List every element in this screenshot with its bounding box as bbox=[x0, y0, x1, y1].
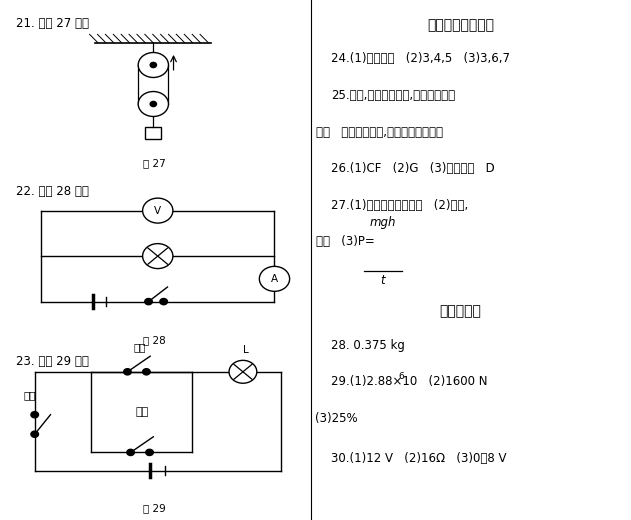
Text: 父亲: 父亲 bbox=[134, 342, 146, 352]
Text: 6: 6 bbox=[399, 372, 404, 381]
Text: 五、解答题: 五、解答题 bbox=[440, 304, 481, 318]
Circle shape bbox=[146, 449, 153, 456]
Circle shape bbox=[138, 92, 168, 116]
Text: 小明: 小明 bbox=[23, 390, 36, 400]
Circle shape bbox=[138, 53, 168, 77]
Circle shape bbox=[259, 266, 290, 291]
Circle shape bbox=[124, 369, 131, 375]
Text: 24.(1)下落高度   (2)3,4,5   (3)3,6,7: 24.(1)下落高度 (2)3,4,5 (3)3,6,7 bbox=[331, 52, 510, 65]
Text: mgh: mgh bbox=[370, 216, 396, 229]
Text: 22. 如图 28 所示: 22. 如图 28 所示 bbox=[16, 185, 88, 198]
Text: 25.图略,当电阻一定时,电流与电压成: 25.图略,当电阻一定时,电流与电压成 bbox=[331, 89, 456, 102]
Text: 29.(1)2.88×10   (2)1600 N: 29.(1)2.88×10 (2)1600 N bbox=[331, 375, 488, 388]
Circle shape bbox=[143, 369, 150, 375]
Circle shape bbox=[31, 412, 38, 418]
Text: 停表   (3)P=: 停表 (3)P= bbox=[316, 235, 374, 248]
Text: 图 28: 图 28 bbox=[143, 335, 166, 345]
Circle shape bbox=[143, 243, 173, 268]
Circle shape bbox=[143, 198, 173, 223]
Text: 母亲: 母亲 bbox=[136, 407, 148, 417]
Text: 图 29: 图 29 bbox=[143, 503, 166, 513]
Circle shape bbox=[150, 101, 156, 107]
Circle shape bbox=[144, 298, 152, 305]
Text: 26.(1)CF   (2)G   (3)横截面积   D: 26.(1)CF (2)G (3)横截面积 D bbox=[331, 162, 495, 175]
Circle shape bbox=[160, 298, 167, 305]
Text: V: V bbox=[154, 205, 162, 216]
Text: 28. 0.375 kg: 28. 0.375 kg bbox=[331, 339, 405, 352]
Circle shape bbox=[150, 62, 156, 68]
Text: 23. 如图 29 所示: 23. 如图 29 所示 bbox=[16, 355, 88, 368]
Text: A: A bbox=[271, 274, 278, 284]
Text: 30.(1)12 V   (2)16Ω   (3)0～8 V: 30.(1)12 V (2)16Ω (3)0～8 V bbox=[331, 452, 507, 465]
Text: 27.(1)上楼的高度和时间   (2)米尺,: 27.(1)上楼的高度和时间 (2)米尺, bbox=[331, 199, 469, 212]
Bar bbox=[145, 127, 162, 139]
Text: (3)25%: (3)25% bbox=[316, 412, 358, 425]
Text: L: L bbox=[243, 345, 249, 355]
Text: t: t bbox=[380, 274, 386, 287]
Circle shape bbox=[127, 449, 134, 456]
Circle shape bbox=[229, 360, 257, 383]
Text: 正比   当电压一定时,电流与电阻成反比: 正比 当电压一定时,电流与电阻成反比 bbox=[316, 126, 442, 139]
Text: 图 27: 图 27 bbox=[143, 159, 166, 168]
Circle shape bbox=[31, 431, 38, 437]
Text: 21. 如图 27 所示: 21. 如图 27 所示 bbox=[16, 17, 89, 30]
Text: 四、实验与探究题: 四、实验与探究题 bbox=[427, 18, 494, 32]
